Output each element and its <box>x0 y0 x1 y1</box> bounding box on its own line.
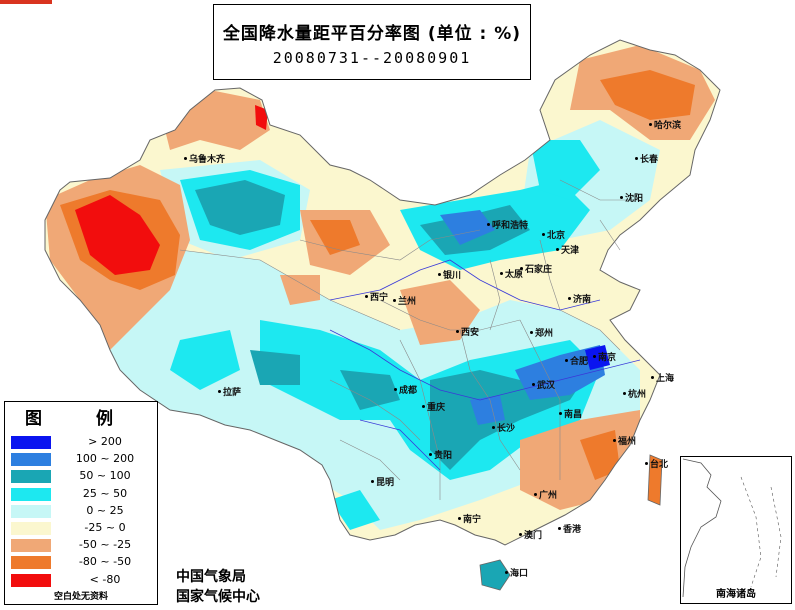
city-label: 福州 <box>612 434 636 447</box>
legend-swatch <box>11 539 51 553</box>
legend-label: -25 ~ 0 <box>84 521 126 534</box>
city-label: 武汉 <box>531 378 555 391</box>
inset-label: 南海诸岛 <box>716 589 756 600</box>
legend-swatch <box>11 487 51 501</box>
legend-label: > 200 <box>88 435 122 448</box>
city-label: 南昌 <box>558 407 582 420</box>
city-label: 太原 <box>499 267 523 280</box>
legend-row: 25 ~ 50 <box>11 486 151 502</box>
city-label: 台北 <box>644 457 668 470</box>
city-label: 昆明 <box>370 475 394 488</box>
inset-coast <box>682 458 722 598</box>
legend: 图 例 > 200 100 ~ 200 50 ~ 100 25 ~ 50 0 ~ 25 -… <box>4 401 158 605</box>
anomaly-layers <box>45 45 715 530</box>
anomaly-zone <box>600 70 695 120</box>
taiwan-island <box>647 454 663 506</box>
legend-label: < -80 <box>89 572 121 586</box>
city-label: 杭州 <box>622 387 646 400</box>
city-label: 贵阳 <box>428 448 452 461</box>
city-label: 乌鲁木齐 <box>183 152 225 165</box>
legend-row: > 200 <box>11 435 151 450</box>
city-label: 西安 <box>455 325 479 338</box>
legend-row: < -80 <box>11 572 151 588</box>
inset-map <box>682 458 782 598</box>
city-label: 郑州 <box>529 326 553 339</box>
legend-swatch <box>11 522 51 535</box>
rivers <box>329 259 641 471</box>
anomaly-zone <box>75 195 160 275</box>
legend-row: 0 ~ 25 <box>11 503 151 519</box>
title-box: 全国降水量距平百分率图 (单位 : %) 20080731--20080901 <box>213 4 531 80</box>
anomaly-zone <box>530 140 600 200</box>
anomaly-zone <box>580 430 620 480</box>
legend-row: 100 ~ 200 <box>11 452 151 467</box>
city-label: 上海 <box>650 371 674 384</box>
anomaly-zone <box>280 275 320 305</box>
anomaly-zone <box>515 345 605 400</box>
city-label: 合肥 <box>564 354 588 367</box>
anomaly-zone <box>255 105 268 130</box>
anomaly-zone <box>160 90 270 150</box>
legend-label: 50 ~ 100 <box>79 469 131 483</box>
legend-row: -50 ~ -25 <box>11 538 151 553</box>
city-label: 长春 <box>634 152 658 165</box>
anomaly-zone <box>400 280 480 345</box>
province-borders <box>179 179 640 500</box>
city-label: 拉萨 <box>217 385 241 398</box>
city-label: 沈阳 <box>619 191 643 204</box>
date-range: 20080731--20080901 <box>272 49 472 67</box>
anomaly-zone <box>195 180 285 235</box>
anomaly-zone <box>585 345 610 370</box>
city-label: 长沙 <box>491 421 515 434</box>
city-label: 石家庄 <box>519 262 552 275</box>
hainan-island <box>479 559 511 591</box>
legend-label: -80 ~ -50 <box>78 555 132 569</box>
anomaly-zone <box>310 220 360 255</box>
city-label: 澳门 <box>518 528 542 541</box>
anomaly-zone <box>170 330 240 390</box>
org-cma: 中国气象局 <box>176 569 246 585</box>
city-label: 南京 <box>592 350 616 363</box>
city-label: 哈尔滨 <box>648 118 681 131</box>
city-label: 重庆 <box>421 400 445 413</box>
legend-label: 25 ~ 50 <box>82 486 128 500</box>
legend-row: 50 ~ 100 <box>11 469 151 484</box>
map-title: 全国降水量距平百分率图 (单位 : %) <box>222 24 522 44</box>
anomaly-zone <box>250 350 300 385</box>
legend-label: 0 ~ 25 <box>86 503 124 517</box>
legend-note: 空白处无资料 <box>53 592 108 602</box>
city-label: 海口 <box>504 566 528 579</box>
city-label: 呼和浩特 <box>486 218 528 231</box>
legend-swatch <box>11 573 51 587</box>
inset-dashes <box>740 476 782 588</box>
legend-swatch <box>11 556 51 570</box>
city-label: 香港 <box>557 522 581 535</box>
anomaly-zone <box>340 370 400 410</box>
legend-row: -80 ~ -50 <box>11 555 151 570</box>
legend-row: -25 ~ 0 <box>11 521 151 536</box>
city-label: 北京 <box>541 228 565 241</box>
legend-swatch <box>11 470 51 484</box>
org-ncc: 国家气候中心 <box>176 589 260 605</box>
city-label: 南宁 <box>457 512 481 525</box>
legend-swatch <box>11 504 51 518</box>
south-china-sea-inset: 南海诸岛 <box>680 456 792 604</box>
legend-title: 图 例 <box>25 409 137 429</box>
legend-label: -50 ~ -25 <box>78 538 132 552</box>
city-label: 天津 <box>555 243 579 256</box>
anomaly-zone <box>470 395 505 425</box>
corner-mark <box>0 0 52 4</box>
city-label: 成都 <box>393 383 417 396</box>
city-label: 银川 <box>437 268 461 281</box>
anomaly-zone <box>440 210 495 245</box>
anomaly-zone <box>330 490 380 530</box>
city-label: 西宁 <box>364 290 388 303</box>
legend-swatch <box>11 436 51 449</box>
city-label: 兰州 <box>392 294 416 307</box>
city-label: 广州 <box>533 488 557 501</box>
legend-label: 100 ~ 200 <box>75 452 135 466</box>
city-label: 济南 <box>567 292 591 305</box>
legend-swatch <box>11 453 51 467</box>
